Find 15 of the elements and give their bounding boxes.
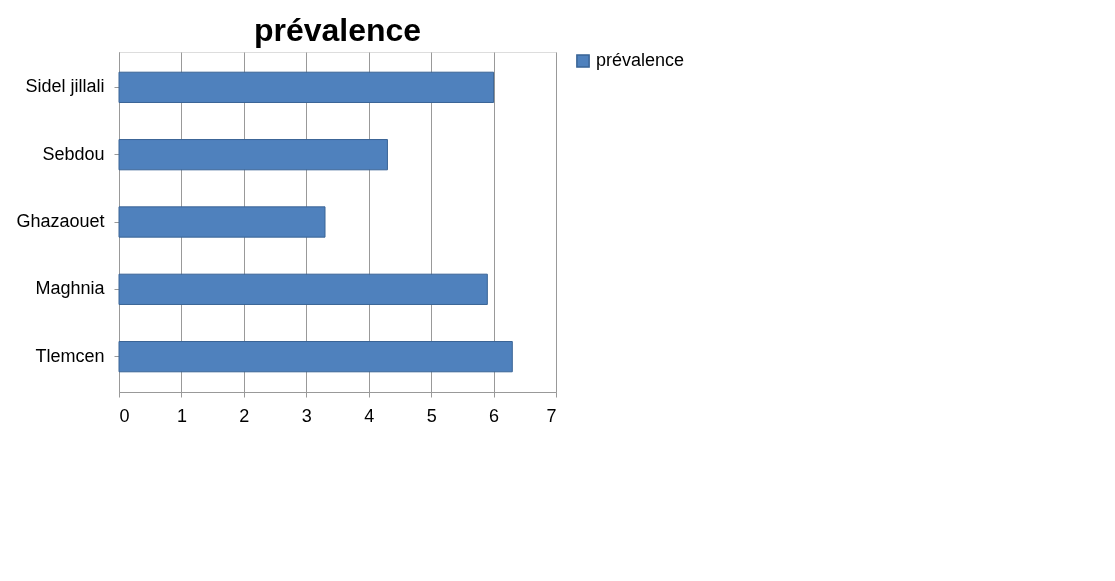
y-tick-label: Sidel jillali [25,76,105,97]
x-tick-label: 1 [176,405,187,426]
x-tick-label: 3 [301,405,312,426]
y-tick-label: Maghnia [35,278,106,299]
y-tick-label: Sebdou [42,143,105,164]
legend-label: prévalence [596,50,685,70]
chart-title: prévalence [253,12,422,48]
x-tick-label: 7 [546,405,557,426]
x-tick-label: 2 [239,405,250,426]
x-tick-label: 5 [426,405,437,426]
y-tick-label: Tlemcen [35,345,105,366]
x-tick-label: 4 [364,405,375,426]
y-tick-label: Ghazaouet [16,211,105,231]
x-tick-label: 0 [119,405,130,426]
x-tick-label: 6 [489,405,500,426]
